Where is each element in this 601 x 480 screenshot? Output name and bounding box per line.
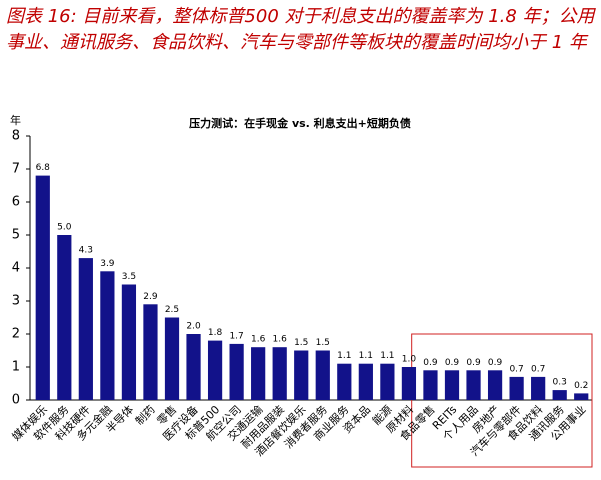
value-label: 0.2 — [574, 381, 588, 391]
value-label: 0.9 — [466, 358, 481, 368]
y-tick-label: 3 — [12, 294, 20, 309]
bar — [294, 350, 309, 400]
bar — [229, 343, 244, 400]
y-tick-label: 7 — [12, 162, 20, 177]
value-label: 3.9 — [100, 259, 115, 269]
value-label: 0.9 — [445, 358, 460, 368]
bar — [272, 347, 287, 400]
chart-title: 图表 16: 目前来看，整体标普500 对于利息支出的覆盖率为 1.8 年；公用… — [6, 6, 595, 53]
bar — [78, 258, 93, 400]
bar — [423, 370, 438, 400]
bar — [315, 350, 330, 400]
y-tick-label: 2 — [12, 327, 20, 342]
value-label: 1.8 — [208, 328, 223, 338]
value-label: 5.0 — [57, 223, 72, 233]
bar — [121, 284, 137, 400]
bar — [358, 363, 373, 400]
value-label: 0.9 — [488, 358, 503, 368]
value-label: 4.3 — [79, 246, 93, 256]
bar — [552, 390, 567, 400]
value-label: 3.5 — [122, 272, 136, 282]
bar — [574, 393, 589, 400]
y-tick-label: 1 — [12, 360, 20, 375]
y-tick-label: 8 — [12, 129, 20, 144]
bar — [143, 304, 158, 400]
bar — [337, 363, 352, 400]
bar — [380, 363, 395, 400]
highlight-box — [411, 333, 593, 468]
bar — [531, 376, 546, 400]
value-label: 0.7 — [531, 364, 545, 374]
value-label: 0.9 — [423, 358, 438, 368]
bar — [57, 235, 72, 400]
y-tick-label: 4 — [12, 261, 20, 276]
value-label: 1.1 — [337, 351, 351, 361]
value-label: 1.6 — [251, 335, 266, 345]
bar — [35, 175, 50, 400]
value-label: 1.5 — [294, 338, 308, 348]
bar — [186, 334, 201, 400]
bar — [207, 340, 223, 400]
bar — [487, 370, 503, 400]
value-label: 0.7 — [509, 364, 523, 374]
bar — [401, 367, 417, 400]
bar — [444, 370, 460, 400]
value-label: 0.3 — [553, 378, 567, 388]
value-label: 1.5 — [316, 338, 330, 348]
value-label: 6.8 — [36, 163, 51, 173]
x-tick-label: 制药 — [133, 403, 158, 428]
y-tick-label: 6 — [12, 195, 20, 210]
value-label: 1.7 — [229, 331, 243, 341]
value-label: 1.1 — [380, 351, 394, 361]
value-label: 2.9 — [143, 292, 158, 302]
y-axis-label: 年 — [10, 113, 21, 127]
value-label: 2.5 — [165, 305, 179, 315]
bar — [251, 347, 266, 400]
value-label: 1.1 — [359, 351, 373, 361]
value-label: 1.6 — [273, 335, 288, 345]
bar — [100, 271, 115, 400]
value-label: 1.0 — [402, 355, 417, 365]
bar — [509, 376, 524, 400]
y-tick-label: 5 — [12, 228, 20, 243]
bar — [164, 317, 180, 400]
chart-subtitle: 压力测试：在手现金 vs. 利息支出+短期负债 — [189, 116, 411, 130]
y-tick-label: 0 — [12, 393, 20, 408]
value-label: 2.0 — [186, 322, 201, 332]
bar — [466, 370, 481, 400]
